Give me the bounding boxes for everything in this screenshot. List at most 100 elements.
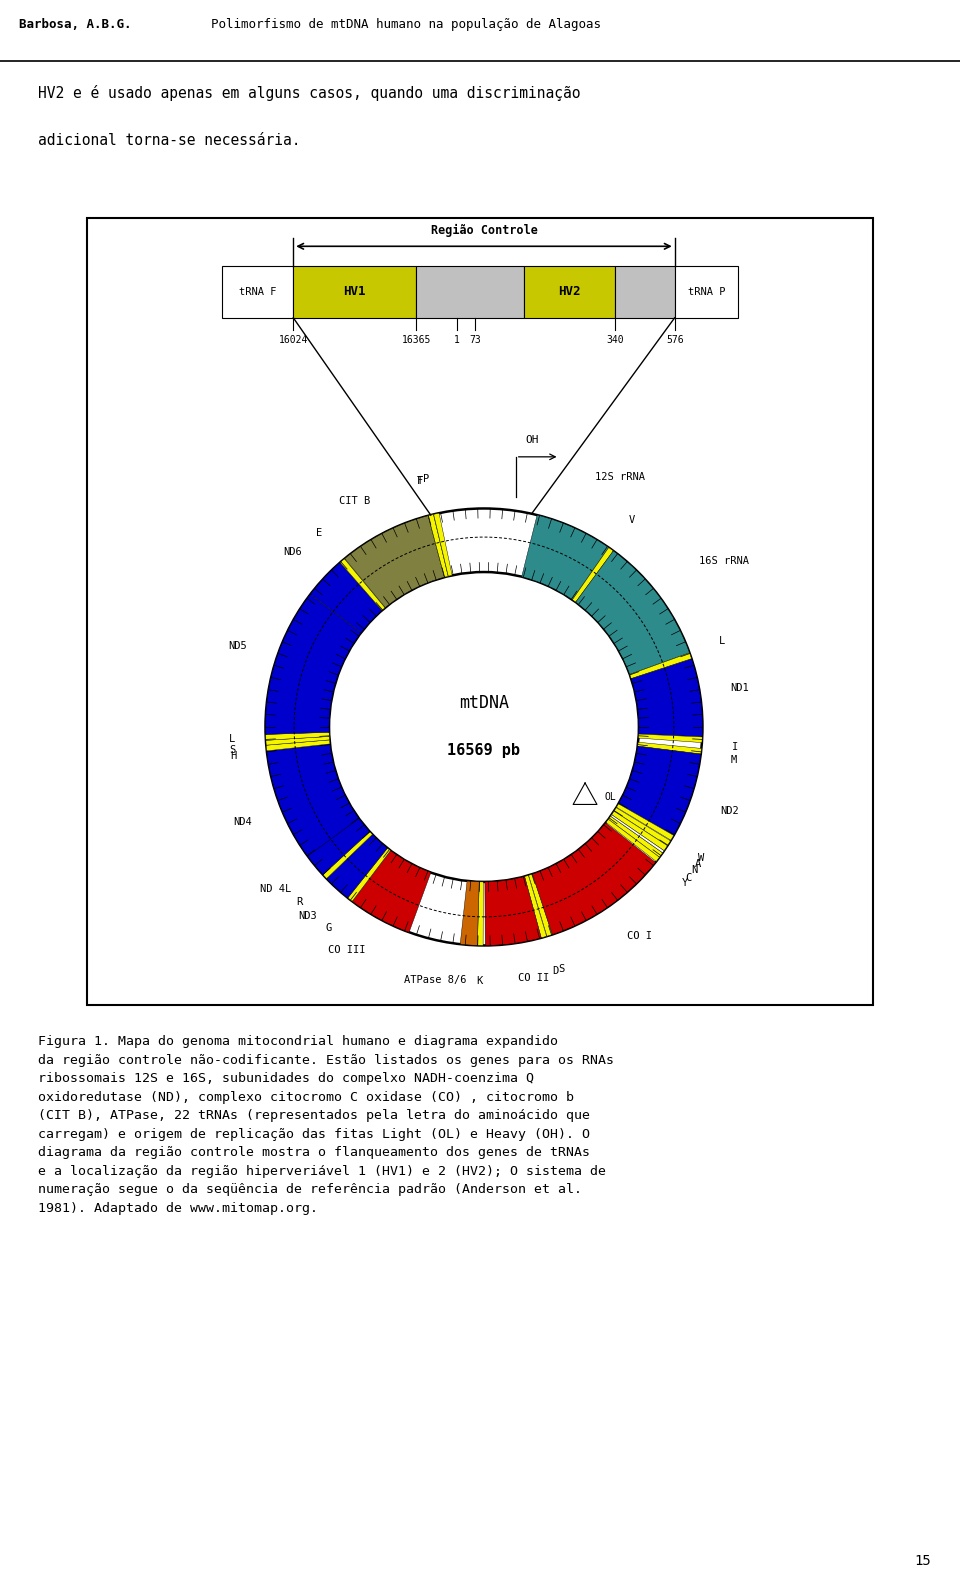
Text: 12S rRNA: 12S rRNA	[595, 472, 645, 483]
Text: I: I	[732, 742, 738, 752]
FancyBboxPatch shape	[86, 219, 874, 1006]
Wedge shape	[611, 815, 664, 853]
Text: CO I: CO I	[627, 931, 652, 941]
Wedge shape	[460, 880, 479, 945]
Text: mtDNA: mtDNA	[459, 694, 509, 712]
Text: ND 4L: ND 4L	[260, 885, 292, 895]
Text: Barbosa, A.B.G.: Barbosa, A.B.G.	[19, 17, 132, 30]
Wedge shape	[348, 849, 391, 901]
Wedge shape	[612, 810, 667, 850]
Wedge shape	[533, 823, 656, 934]
Wedge shape	[352, 850, 431, 933]
Text: Região Controle: Região Controle	[430, 224, 538, 237]
Text: P: P	[423, 474, 430, 485]
Text: HV1: HV1	[344, 286, 366, 299]
Wedge shape	[521, 515, 609, 599]
Text: L: L	[719, 636, 726, 647]
Text: ND5: ND5	[228, 642, 247, 651]
Text: CIT B: CIT B	[339, 496, 371, 505]
Text: D: D	[552, 966, 559, 976]
Text: adicional torna-se necessária.: adicional torna-se necessária.	[38, 133, 300, 148]
Wedge shape	[428, 515, 448, 577]
Bar	[675, 267, 738, 318]
Text: ATPase 8/6: ATPase 8/6	[404, 976, 467, 985]
Text: 16365: 16365	[401, 335, 431, 345]
Text: L: L	[229, 734, 235, 744]
Text: HV2 e é usado apenas em alguns casos, quando uma discriminação: HV2 e é usado apenas em alguns casos, qu…	[38, 86, 581, 102]
Text: ND4: ND4	[233, 817, 252, 828]
Wedge shape	[266, 740, 330, 752]
Text: ND6: ND6	[284, 547, 302, 558]
Wedge shape	[310, 563, 382, 632]
Wedge shape	[637, 742, 702, 753]
Text: G: G	[325, 923, 331, 933]
Text: HV2: HV2	[558, 286, 581, 299]
Wedge shape	[340, 559, 385, 610]
Text: CO III: CO III	[327, 945, 365, 955]
Text: A: A	[695, 860, 701, 869]
Text: Polimorfismo de mtDNA humano na população de Alagoas: Polimorfismo de mtDNA humano na populaçã…	[211, 17, 601, 30]
Wedge shape	[266, 733, 329, 740]
Wedge shape	[267, 744, 359, 856]
Wedge shape	[572, 548, 613, 602]
Text: 1: 1	[454, 335, 460, 345]
Text: 16024: 16024	[278, 335, 308, 345]
Wedge shape	[638, 734, 702, 742]
Text: T: T	[418, 475, 423, 486]
Text: OH: OH	[525, 435, 539, 445]
Text: Y: Y	[682, 877, 688, 888]
Wedge shape	[606, 820, 660, 861]
Wedge shape	[326, 834, 388, 898]
Wedge shape	[345, 516, 444, 607]
Text: M: M	[732, 755, 737, 764]
Wedge shape	[266, 736, 329, 745]
Text: 73: 73	[469, 335, 481, 345]
Text: K: K	[477, 976, 483, 985]
Wedge shape	[609, 817, 662, 856]
Wedge shape	[524, 876, 546, 938]
Wedge shape	[630, 653, 691, 679]
Text: W: W	[698, 853, 705, 863]
Text: N: N	[691, 864, 697, 876]
Text: 16569 pb: 16569 pb	[447, 744, 520, 758]
Text: Figura 1. Mapa do genoma mitocondrial humano e diagrama expandido
da região cont: Figura 1. Mapa do genoma mitocondrial hu…	[37, 1034, 613, 1214]
Wedge shape	[323, 831, 372, 879]
Text: E: E	[317, 528, 323, 537]
Text: 340: 340	[607, 335, 624, 345]
Text: ND2: ND2	[720, 806, 738, 815]
Text: F: F	[418, 475, 423, 486]
Wedge shape	[614, 807, 670, 845]
Text: S: S	[559, 965, 564, 974]
Text: 576: 576	[666, 335, 684, 345]
Text: V: V	[629, 515, 635, 524]
Text: ND3: ND3	[298, 910, 317, 922]
Text: CO II: CO II	[517, 974, 549, 984]
Text: S: S	[229, 745, 236, 755]
Text: OL: OL	[605, 793, 616, 802]
Wedge shape	[266, 508, 703, 945]
Bar	[294, 267, 417, 318]
Text: C: C	[685, 872, 692, 882]
Text: tRNA F: tRNA F	[239, 288, 276, 297]
Wedge shape	[576, 551, 689, 674]
Bar	[615, 267, 675, 318]
Text: H: H	[230, 752, 236, 761]
Wedge shape	[428, 515, 448, 577]
Wedge shape	[485, 877, 541, 945]
Wedge shape	[529, 874, 552, 936]
Wedge shape	[631, 659, 703, 737]
Bar	[417, 267, 524, 318]
Wedge shape	[616, 804, 674, 841]
Circle shape	[261, 504, 707, 949]
Bar	[524, 267, 615, 318]
Wedge shape	[477, 882, 483, 945]
Wedge shape	[618, 747, 701, 836]
Text: R: R	[297, 898, 302, 907]
Text: tRNA P: tRNA P	[687, 288, 725, 297]
Text: 16S rRNA: 16S rRNA	[699, 556, 749, 566]
Wedge shape	[434, 513, 452, 577]
Wedge shape	[266, 594, 361, 734]
Text: ND1: ND1	[731, 683, 749, 693]
Text: 15: 15	[915, 1554, 931, 1568]
Wedge shape	[307, 818, 370, 874]
